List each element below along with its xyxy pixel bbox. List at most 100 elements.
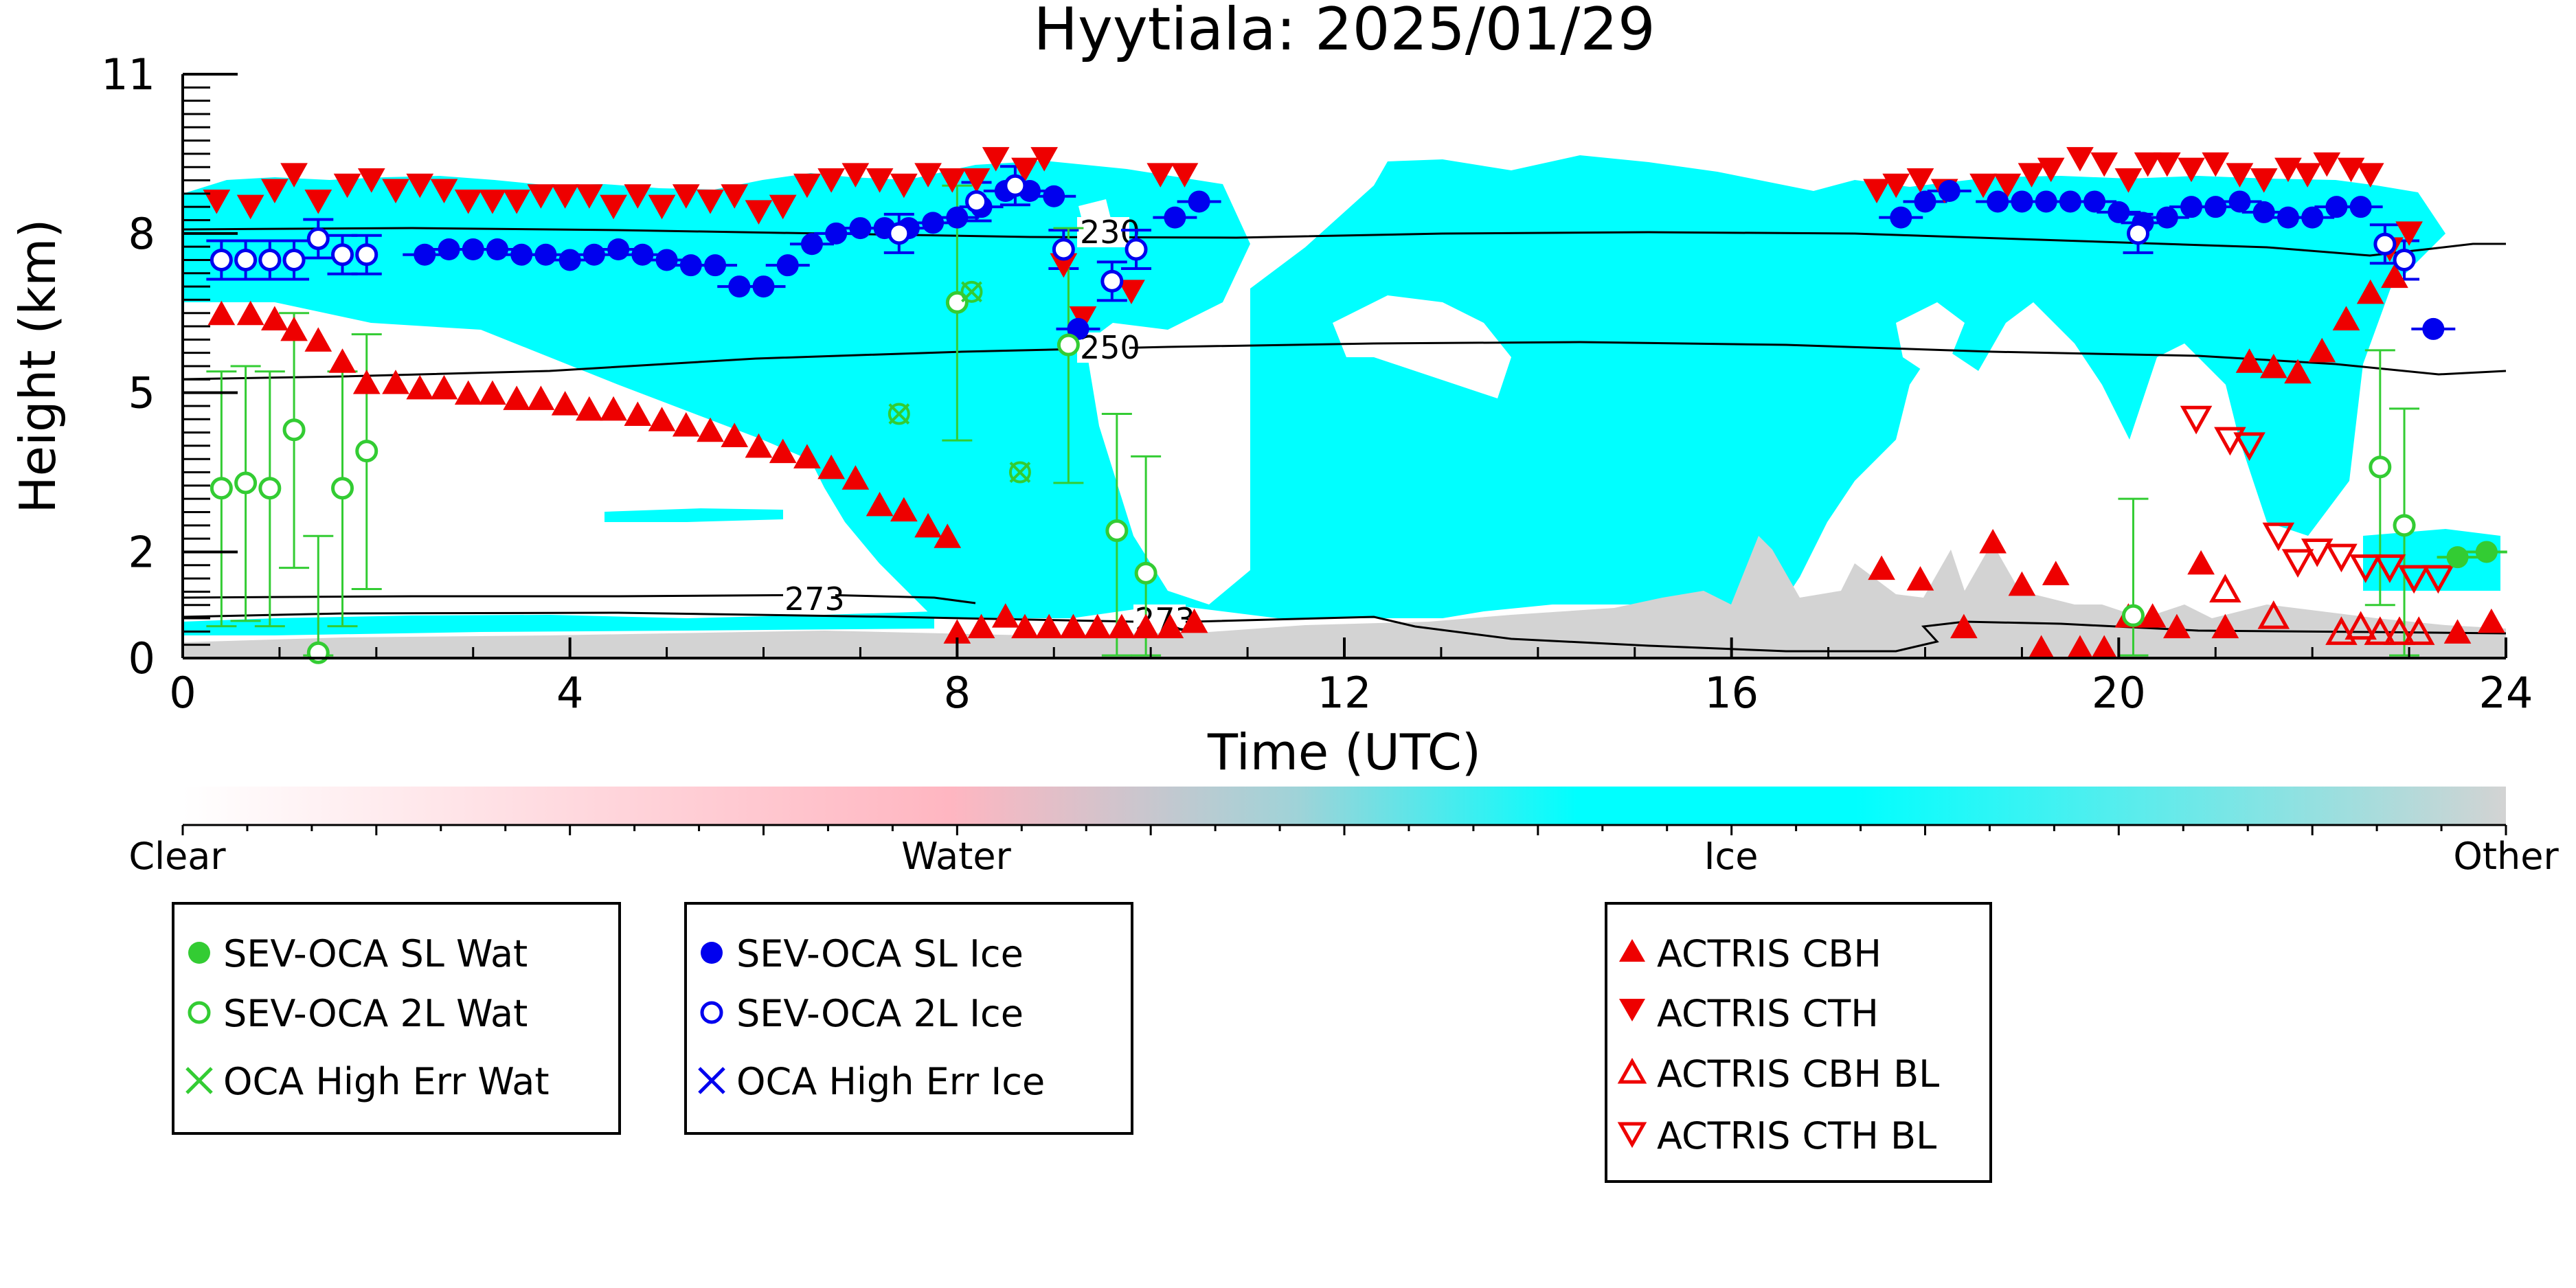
actris-cth-marker — [2395, 221, 2423, 246]
2l-ice-marker — [234, 248, 258, 271]
legend-actris: ACTRIS CBH ACTRIS CTH ACTRIS CBH BL ACTR… — [1605, 902, 1992, 1183]
2l-ice-marker — [2373, 232, 2397, 256]
2l-ice-marker — [355, 243, 379, 267]
x-tick-label: 12 — [1318, 668, 1372, 718]
actris-cbh-bl-marker — [2325, 616, 2358, 645]
actris-cth-marker — [430, 179, 458, 204]
colorbar-ticks — [181, 825, 2507, 835]
actris-cth-marker — [1030, 147, 1059, 172]
actris-cbh-bl-marker — [2364, 616, 2397, 645]
actris-cbh-marker — [430, 374, 458, 400]
2l-ice-marker — [1100, 269, 1124, 293]
actris-cbh-marker — [1108, 613, 1136, 639]
legend-marker-sl-ice — [701, 942, 723, 964]
legend-marker-x-ice — [698, 1067, 725, 1094]
high-err-wat-circle — [960, 280, 983, 303]
x-tick-label: 4 — [556, 668, 583, 718]
x-tick-label: 16 — [1704, 668, 1759, 718]
sl-ice-marker — [679, 254, 702, 277]
colorbar-label-water: Water — [901, 835, 1011, 878]
actris-cbh-marker — [2008, 571, 2036, 596]
high-err-wat-circle — [1008, 461, 1031, 484]
actris-cth-marker — [1171, 163, 1199, 188]
actris-cth-marker — [648, 194, 676, 220]
legend-label-cbh-bl: ACTRIS CBH BL — [1657, 1052, 1939, 1096]
actris-cth-marker — [2202, 152, 2230, 177]
actris-cth-marker — [817, 168, 845, 193]
actris-cth-marker — [2066, 147, 2094, 172]
actris-cbh-marker — [817, 454, 845, 479]
actris-cbh-marker — [406, 374, 434, 400]
actris-cth-marker — [2226, 163, 2254, 188]
actris-cbh-marker — [1180, 608, 1208, 633]
2l-wat-marker — [282, 418, 306, 442]
legend-label-cth-bl: ACTRIS CTH BL — [1657, 1114, 1936, 1157]
x-axis-label: Time (UTC) — [1207, 723, 1481, 781]
actris-cbh-marker — [2308, 337, 2336, 363]
x-tick-label: 8 — [944, 668, 971, 718]
high-err-wat-marker — [888, 403, 910, 425]
actris-cbh-marker — [672, 411, 700, 437]
actris-cbh-marker — [2042, 561, 2070, 585]
actris-cth-marker — [1993, 173, 2022, 199]
sl-ice-marker — [414, 243, 436, 266]
sl-ice-marker — [2204, 196, 2227, 218]
actris-cbh-marker — [328, 348, 357, 373]
legend-label-2l-ice: SEV-OCA 2L Ice — [736, 992, 1024, 1035]
actris-cth-marker — [866, 168, 894, 193]
actris-cth-marker — [841, 163, 870, 188]
actris-cth-marker — [982, 147, 1010, 172]
sl-ice-marker — [2422, 317, 2445, 340]
2l-wat-marker — [2121, 604, 2145, 627]
actris-cbh-marker — [2259, 353, 2287, 379]
actris-cth-marker — [551, 184, 579, 209]
actris-cth-marker — [914, 163, 942, 188]
sl-ice-marker — [2108, 201, 2130, 223]
actris-cth-marker — [503, 189, 531, 214]
sl-ice-marker — [438, 238, 460, 260]
2l-wat-marker — [1105, 519, 1129, 543]
actris-cth-marker — [890, 173, 918, 199]
sl-ice-marker — [1188, 190, 1210, 213]
actris-cth-marker — [2337, 157, 2365, 183]
actris-cbh-marker — [2443, 619, 2472, 644]
actris-cth-marker — [624, 184, 652, 209]
actris-cth-marker — [575, 184, 603, 209]
actris-cbh-marker — [352, 370, 381, 394]
actris-cbh-marker — [1132, 613, 1160, 639]
sl-ice-marker — [462, 238, 484, 260]
legend-marker-sl-wat — [188, 942, 210, 964]
2l-wat-marker — [331, 477, 354, 500]
actris-cbh-marker — [1011, 613, 1039, 639]
actris-cbh-marker — [236, 300, 264, 326]
contour-250 — [182, 341, 2507, 381]
actris-cth-marker — [697, 189, 724, 214]
2l-ice-marker — [965, 190, 988, 213]
2l-wat-marker — [1134, 561, 1157, 585]
legend-marker-cth-bl — [1617, 1122, 1647, 1149]
actris-cth-marker — [479, 189, 506, 214]
actris-cbh-marker — [1906, 566, 1934, 591]
colorbar-label-ice: Ice — [1704, 835, 1759, 878]
actris-cbh-marker — [648, 407, 676, 431]
2l-wat-errorbar — [2118, 497, 2149, 657]
actris-cth-marker — [236, 194, 264, 220]
sl-wat-marker — [2475, 541, 2498, 563]
legend-marker-2l-wat — [188, 1001, 211, 1024]
actris-cbh-bl-marker — [2257, 600, 2290, 629]
legend-marker-cbh — [1619, 939, 1645, 962]
legend-label-x-wat: OCA High Err Wat — [223, 1060, 550, 1103]
actris-cbh-marker — [769, 438, 797, 464]
actris-cth-marker — [406, 173, 434, 199]
actris-cth-marker — [2294, 163, 2321, 188]
2l-ice-marker — [258, 248, 282, 271]
2l-ice-marker — [1004, 174, 1027, 197]
sl-ice-marker — [2180, 196, 2203, 218]
actris-cbh-marker — [624, 401, 652, 427]
actris-cth-bl-marker — [2373, 554, 2406, 583]
y-tick-label: 11 — [101, 49, 155, 100]
sl-ice-marker — [2276, 206, 2299, 229]
actris-cth-marker — [304, 189, 332, 214]
actris-cbh-marker — [2163, 613, 2191, 639]
colorbar-gradient — [183, 787, 2506, 825]
